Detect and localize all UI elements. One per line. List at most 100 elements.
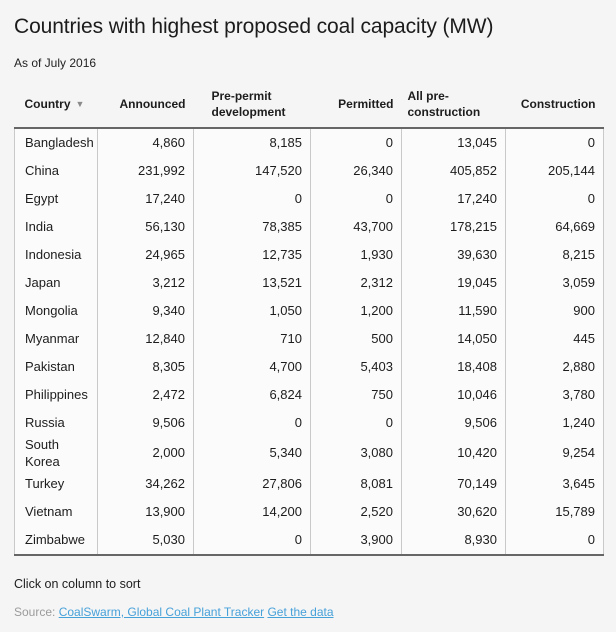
value-cell: 17,240 [97, 185, 194, 214]
value-cell: 5,030 [97, 525, 194, 555]
value-cell: 0 [193, 185, 311, 214]
value-cell: 2,472 [97, 381, 194, 410]
country-cell: Pakistan [25, 359, 75, 375]
value-cell: 3,212 [97, 269, 194, 298]
table-row: Pakistan 8,305 4,700 5,403 18,408 2,880 [15, 353, 604, 382]
table-row: Vietnam 13,900 14,200 2,520 30,620 15,789 [15, 497, 604, 526]
value-cell: 14,050 [401, 325, 506, 354]
get-data-link[interactable]: Get the data [267, 604, 334, 619]
value-cell: 43,700 [310, 213, 402, 242]
table-row: South Korea 2,000 5,340 3,080 10,420 9,254 [15, 437, 604, 470]
value-cell: 445 [505, 325, 604, 354]
table-row: Philippines 2,472 6,824 750 10,046 3,780 [15, 381, 604, 410]
column-header-pre-permit-development[interactable]: Pre-permit development [194, 89, 311, 128]
value-cell: 9,506 [97, 409, 194, 438]
country-cell: Myanmar [25, 331, 80, 347]
value-cell: 750 [310, 381, 402, 410]
value-cell: 0 [310, 185, 402, 214]
value-cell: 34,262 [97, 469, 194, 498]
value-cell: 710 [193, 325, 311, 354]
column-header-construction[interactable]: Construction [506, 89, 604, 128]
chart-title: Countries with highest proposed coal cap… [14, 15, 494, 38]
value-cell: 64,669 [505, 213, 604, 242]
value-cell: 231,992 [97, 157, 194, 186]
table-row: Mongolia 9,340 1,050 1,200 11,590 900 [15, 297, 604, 326]
value-cell: 6,824 [193, 381, 311, 410]
country-cell: South Korea [25, 437, 60, 469]
table-row: Indonesia 24,965 12,735 1,930 39,630 8,215 [15, 241, 604, 270]
table-row: Japan 3,212 13,521 2,312 19,045 3,059 [15, 269, 604, 298]
country-cell: Bangladesh [25, 135, 94, 151]
value-cell: 2,000 [97, 437, 194, 470]
table-row: Russia 9,506 0 0 9,506 1,240 [15, 409, 604, 438]
country-cell: Philippines [25, 387, 88, 403]
value-cell: 11,590 [401, 297, 506, 326]
column-header-label: Pre-permit development [211, 89, 286, 119]
value-cell: 10,046 [401, 381, 506, 410]
table-row: India 56,130 78,385 43,700 178,215 64,669 [15, 213, 604, 242]
value-cell: 13,900 [97, 497, 194, 526]
value-cell: 70,149 [401, 469, 506, 498]
value-cell: 3,059 [505, 269, 604, 298]
source-link[interactable]: CoalSwarm, Global Coal Plant Tracker [58, 604, 265, 619]
table-row: Turkey 34,262 27,806 8,081 70,149 3,645 [15, 469, 604, 498]
country-cell: Mongolia [25, 303, 78, 319]
column-header-announced[interactable]: Announced [98, 89, 194, 128]
value-cell: 500 [310, 325, 402, 354]
value-cell: 2,520 [310, 497, 402, 526]
value-cell: 4,860 [97, 128, 194, 158]
column-header-country[interactable]: Country ▼ [15, 89, 98, 128]
value-cell: 900 [505, 297, 604, 326]
value-cell: 15,789 [505, 497, 604, 526]
value-cell: 3,645 [505, 469, 604, 498]
table-row: Bangladesh 4,860 8,185 0 13,045 0 [15, 128, 604, 158]
country-cell: Egypt [25, 191, 59, 207]
value-cell: 0 [505, 525, 604, 555]
country-cell: Zimbabwe [25, 531, 85, 547]
sort-indicator-icon: ▼ [75, 98, 85, 109]
value-cell: 78,385 [193, 213, 311, 242]
value-cell: 9,340 [97, 297, 194, 326]
value-cell: 12,735 [193, 241, 311, 270]
column-header-label: Construction [520, 96, 596, 111]
country-cell: Vietnam [25, 503, 73, 519]
value-cell: 18,408 [401, 353, 506, 382]
value-cell: 8,215 [505, 241, 604, 270]
value-cell: 27,806 [193, 469, 311, 498]
column-header-permitted[interactable]: Permitted [311, 89, 402, 128]
value-cell: 14,200 [193, 497, 311, 526]
value-cell: 178,215 [401, 213, 506, 242]
sort-hint: Click on column to sort [14, 576, 141, 591]
country-cell: Turkey [25, 475, 65, 491]
value-cell: 405,852 [401, 157, 506, 186]
table-row: China 231,992 147,520 26,340 405,852 205,144 [15, 157, 604, 186]
value-cell: 24,965 [97, 241, 194, 270]
column-header-all-pre-construction[interactable]: All pre-construction [402, 89, 506, 128]
value-cell: 39,630 [401, 241, 506, 270]
value-cell: 1,240 [505, 409, 604, 438]
value-cell: 3,900 [310, 525, 402, 555]
column-header-label: Country [24, 96, 71, 111]
chart-subtitle: As of July 2016 [14, 56, 97, 71]
value-cell: 13,521 [193, 269, 311, 298]
country-cell: Japan [25, 275, 61, 291]
value-cell: 8,305 [97, 353, 194, 382]
value-cell: 2,880 [505, 353, 604, 382]
country-cell: China [25, 163, 59, 179]
table-row: Zimbabwe 5,030 0 3,900 8,930 0 [15, 525, 604, 555]
value-cell: 56,130 [97, 213, 194, 242]
value-cell: 9,254 [505, 437, 604, 470]
country-cell: Russia [25, 415, 65, 431]
column-header-label: Permitted [338, 96, 394, 111]
value-cell: 1,050 [193, 297, 311, 326]
value-cell: 4,700 [193, 353, 311, 382]
value-cell: 19,045 [401, 269, 506, 298]
table-row: Egypt 17,240 0 0 17,240 0 [15, 185, 604, 214]
source-line: Source: CoalSwarm, Global Coal Plant Tra… [14, 605, 602, 619]
column-header-label: All pre-construction [407, 89, 481, 119]
value-cell: 30,620 [401, 497, 506, 526]
data-table: Country ▼ Announced Pre-permit development P… [14, 89, 604, 556]
value-cell: 12,840 [97, 325, 194, 354]
value-cell: 1,930 [310, 241, 402, 270]
